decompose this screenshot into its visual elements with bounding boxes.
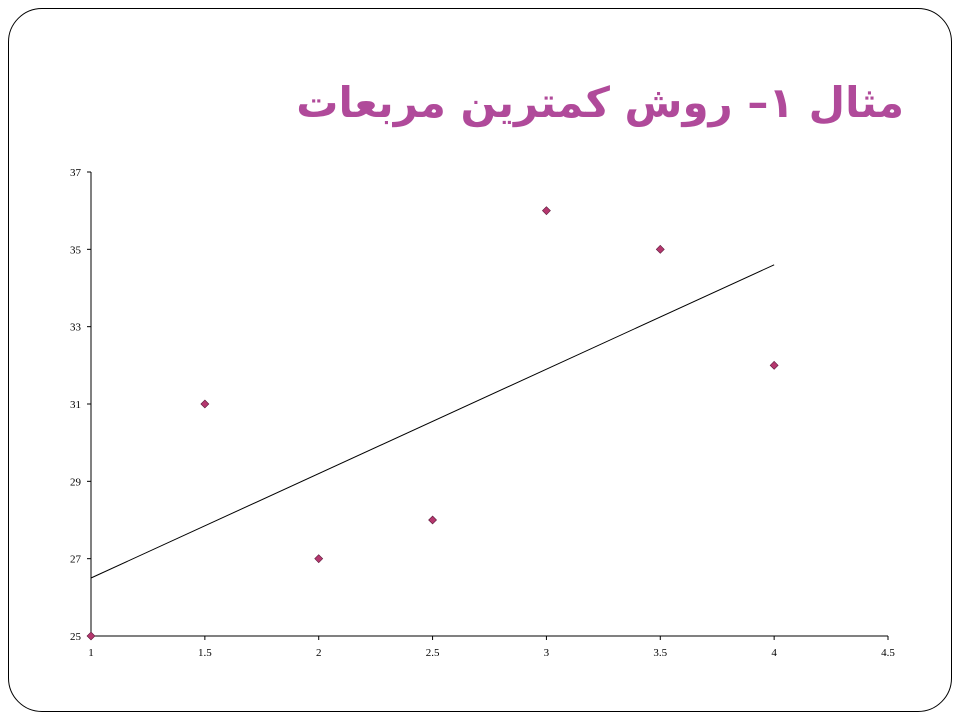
x-tick-label: 2.5 xyxy=(426,647,440,659)
y-tick-label: 33 xyxy=(70,322,82,334)
x-tick-label: 1 xyxy=(88,647,94,659)
chart-trendline-group xyxy=(90,264,775,579)
data-point xyxy=(314,554,324,564)
x-tick-label: 4 xyxy=(771,647,777,659)
chart-axes xyxy=(90,172,888,637)
data-point xyxy=(769,360,779,370)
data-point xyxy=(542,206,551,216)
slide-title: مثال ۱– روش کمترین مربعات xyxy=(296,78,904,127)
x-tick-label: 3.5 xyxy=(653,647,667,659)
data-point xyxy=(200,399,210,409)
x-tick-label: 1.5 xyxy=(198,647,212,659)
x-tick-label: 4.5 xyxy=(881,647,895,659)
y-tick-label: 29 xyxy=(70,476,82,488)
chart-ticks: 25 27 29 31 33 35 37 1 1.5 2 2.5 3 3.5 4 4.5 xyxy=(70,167,895,659)
x-tick-label: 2 xyxy=(316,647,322,659)
data-point xyxy=(86,631,96,641)
slide-frame xyxy=(8,8,952,712)
y-tick-label: 27 xyxy=(70,554,82,566)
y-tick-label: 35 xyxy=(70,244,82,256)
chart-points xyxy=(86,206,779,641)
x-tick-label: 3 xyxy=(544,647,550,659)
y-tick-label: 31 xyxy=(70,399,81,411)
data-point xyxy=(655,244,665,254)
y-tick-label: 37 xyxy=(70,167,82,179)
y-tick-label: 25 xyxy=(70,631,82,643)
trendline xyxy=(90,264,775,579)
data-point xyxy=(428,515,437,525)
